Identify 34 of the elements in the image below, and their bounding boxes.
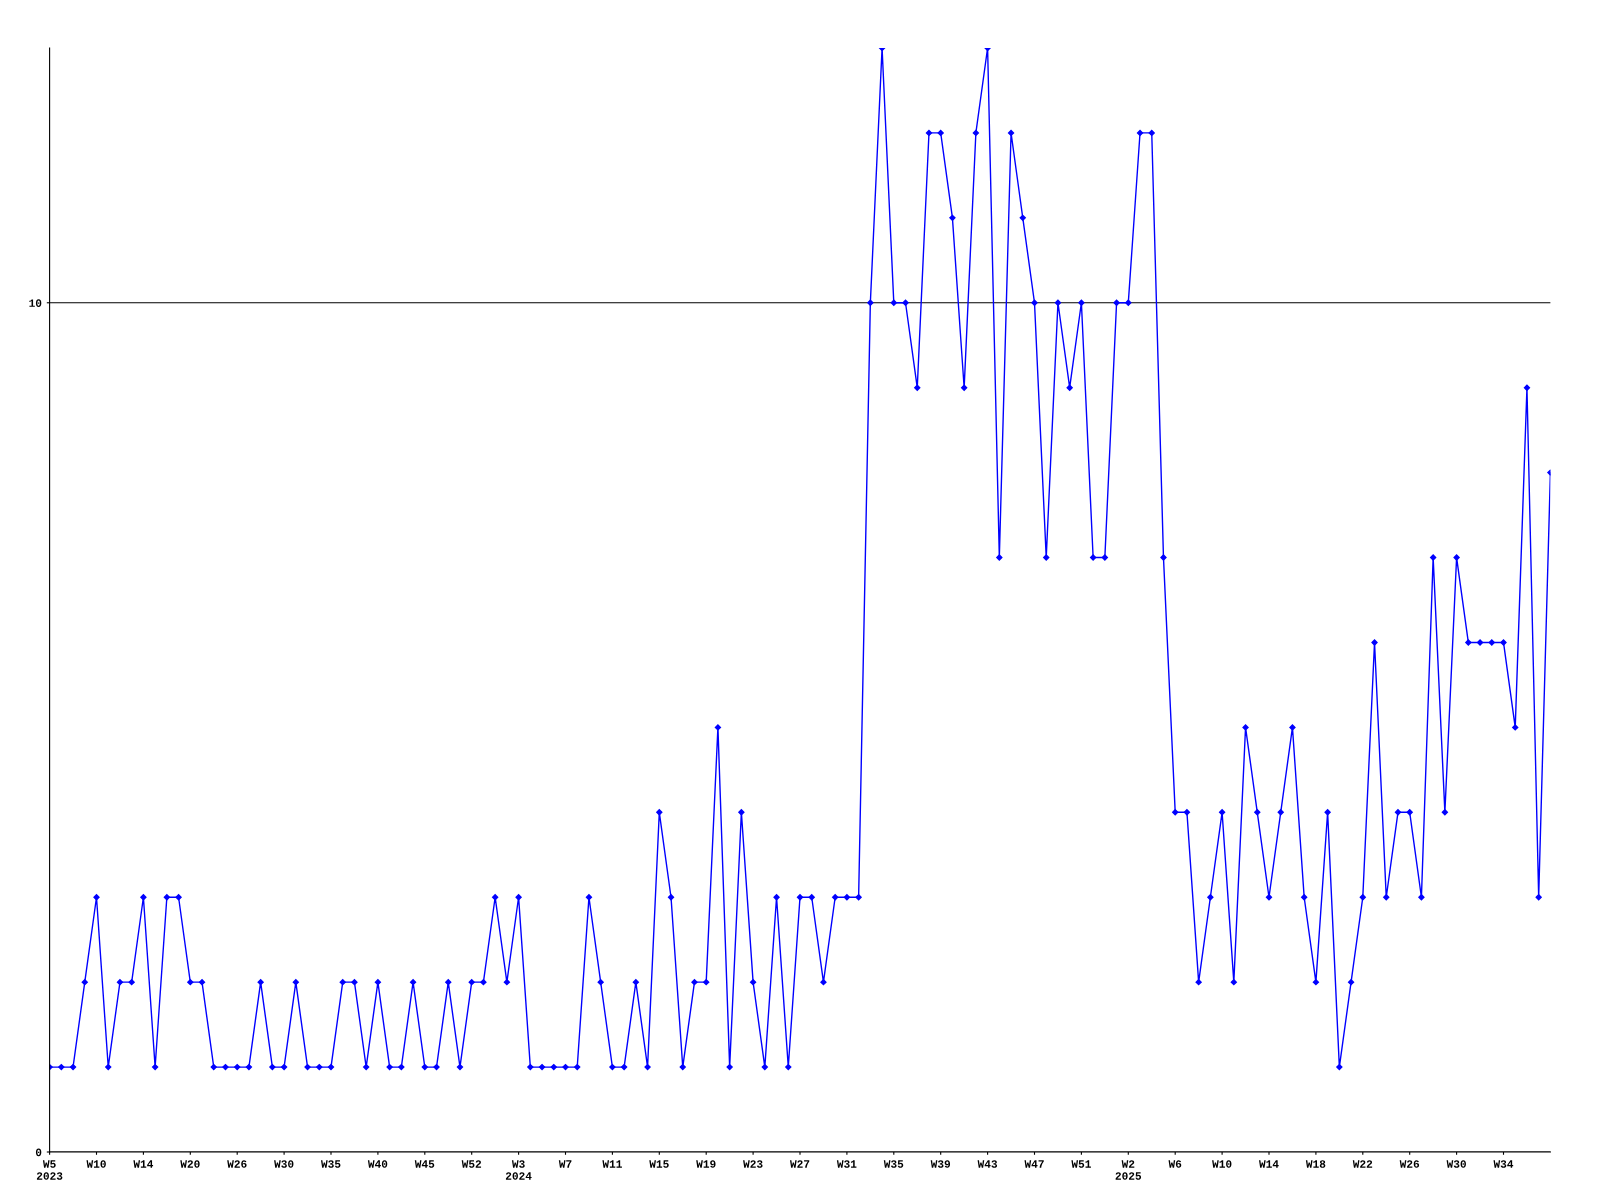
x-tick-label: W30 bbox=[1446, 1160, 1466, 1168]
x-tick-label: W26 bbox=[227, 1160, 247, 1168]
x-tick-label: W45 bbox=[414, 1160, 435, 1168]
x-tick-label: W6 bbox=[1168, 1160, 1182, 1168]
x-tick-label: W51 bbox=[1071, 1160, 1091, 1168]
x-tick-label: W34 bbox=[1493, 1160, 1514, 1168]
x-tick-label: W14 bbox=[133, 1160, 154, 1168]
x-tick-label: W14 bbox=[1259, 1160, 1279, 1168]
x-tick-label: W35 bbox=[883, 1160, 904, 1168]
x-tick-label: W39 bbox=[930, 1160, 951, 1168]
x-tick-label: W11 bbox=[602, 1160, 622, 1168]
x-tick-label: W40 bbox=[367, 1160, 388, 1168]
y-tick-label: 10 bbox=[29, 299, 42, 307]
x-tick-label: W5 2023 bbox=[36, 1160, 63, 1180]
x-tick-label: W10 bbox=[1212, 1160, 1232, 1168]
x-tick-label: W30 bbox=[274, 1160, 294, 1168]
x-tick-label: W23 bbox=[743, 1160, 763, 1168]
x-tick-label: W22 bbox=[1352, 1160, 1373, 1168]
x-tick-label: W2 2025 bbox=[1115, 1160, 1142, 1180]
x-tick-label: W20 bbox=[180, 1160, 200, 1168]
x-tick-label: W26 bbox=[1399, 1160, 1420, 1168]
x-tick-label: W52 bbox=[461, 1160, 482, 1168]
y-tick-label: 0 bbox=[35, 1148, 42, 1157]
x-tick-label: W15 bbox=[649, 1160, 669, 1168]
x-tick-label: W35 bbox=[321, 1160, 341, 1168]
x-tick-label: W18 bbox=[1305, 1160, 1326, 1168]
x-tick-label: W47 bbox=[1024, 1160, 1044, 1168]
x-tick-label: W10 bbox=[86, 1160, 106, 1168]
x-tick-label: W31 bbox=[836, 1160, 857, 1168]
x-tick-label: W7 bbox=[558, 1160, 572, 1168]
x-tick-label: W43 bbox=[977, 1160, 998, 1168]
x-tick-label: W3 2024 bbox=[505, 1160, 532, 1180]
x-tick-label: W19 bbox=[696, 1160, 716, 1168]
x-tick-label: W27 bbox=[790, 1160, 810, 1168]
